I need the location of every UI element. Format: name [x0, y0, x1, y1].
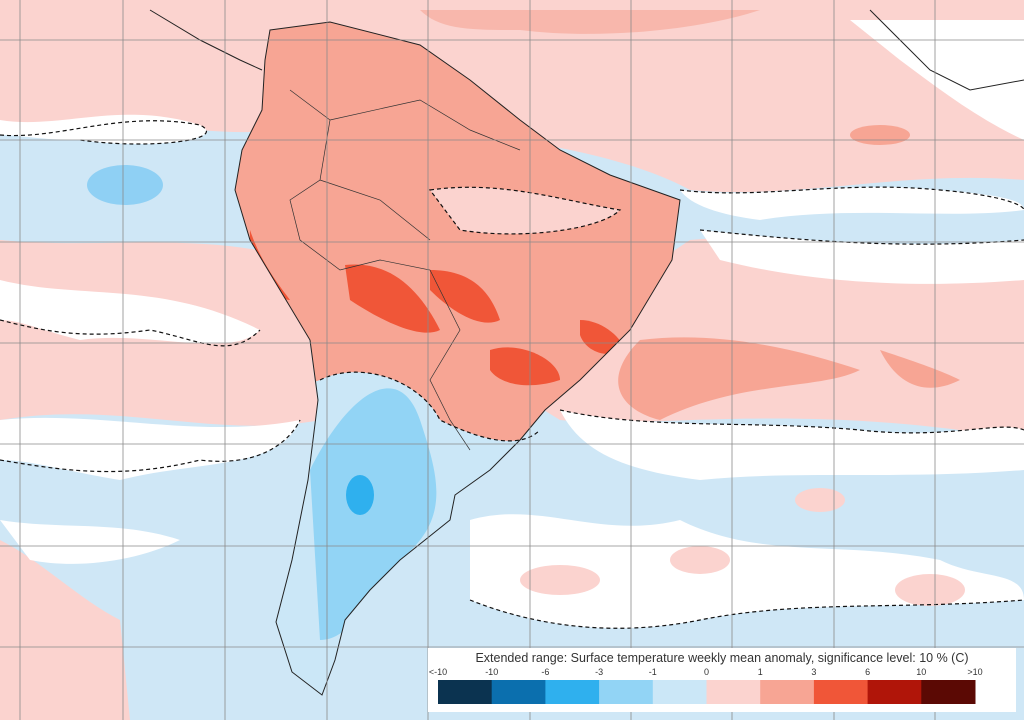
colorbar-segment [760, 680, 815, 704]
colorbar-label: -6 [541, 667, 549, 677]
warm-speckles [520, 488, 965, 606]
colorbar-label: >10 [967, 667, 982, 677]
significance-contours [0, 120, 1024, 629]
colorbar-segment [921, 680, 976, 704]
colorbar-label: -3 [595, 667, 603, 677]
colorbar-segment [545, 680, 600, 704]
warm-anomaly [420, 10, 760, 34]
colorbar-label: -1 [649, 667, 657, 677]
colorbar: <-10 -10 -6 -3 -1 0 1 3 6 10 >10 [429, 667, 983, 704]
colorbar-label: 6 [865, 667, 870, 677]
cool-anomaly [87, 165, 163, 205]
colorbar-label: 10 [916, 667, 926, 677]
legend: Extended range: Surface temperature week… [428, 648, 1016, 712]
colorbar-segment [706, 680, 761, 704]
warm-band [0, 0, 1024, 193]
coastline [234, 21, 681, 696]
colorbar-segment [491, 680, 546, 704]
colorbar-label: 3 [811, 667, 816, 677]
colorbar-segment [599, 680, 654, 704]
warm-anomaly [850, 125, 910, 145]
warm-anomaly [618, 337, 860, 420]
colorbar-label: 0 [704, 667, 709, 677]
colorbar-label: <-10 [429, 667, 447, 677]
colorbar-label: -10 [485, 667, 498, 677]
colorbar-segment [652, 680, 707, 704]
legend-title: Extended range: Surface temperature week… [475, 651, 969, 665]
insignificant-areas [0, 20, 1024, 629]
colorbar-segment [438, 680, 493, 704]
colorbar-label: 1 [758, 667, 763, 677]
warm-patch [0, 540, 130, 720]
colorbar-segment [813, 680, 869, 704]
warm-anomaly [880, 350, 960, 388]
colorbar-segment [867, 680, 922, 704]
